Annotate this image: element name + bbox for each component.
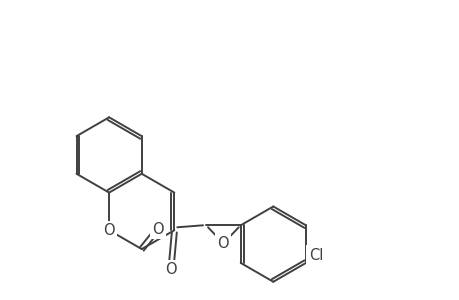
Text: O: O xyxy=(165,262,177,278)
Text: O: O xyxy=(103,223,115,238)
Text: O: O xyxy=(151,222,163,237)
Text: Cl: Cl xyxy=(308,248,322,262)
Text: O: O xyxy=(217,236,229,250)
